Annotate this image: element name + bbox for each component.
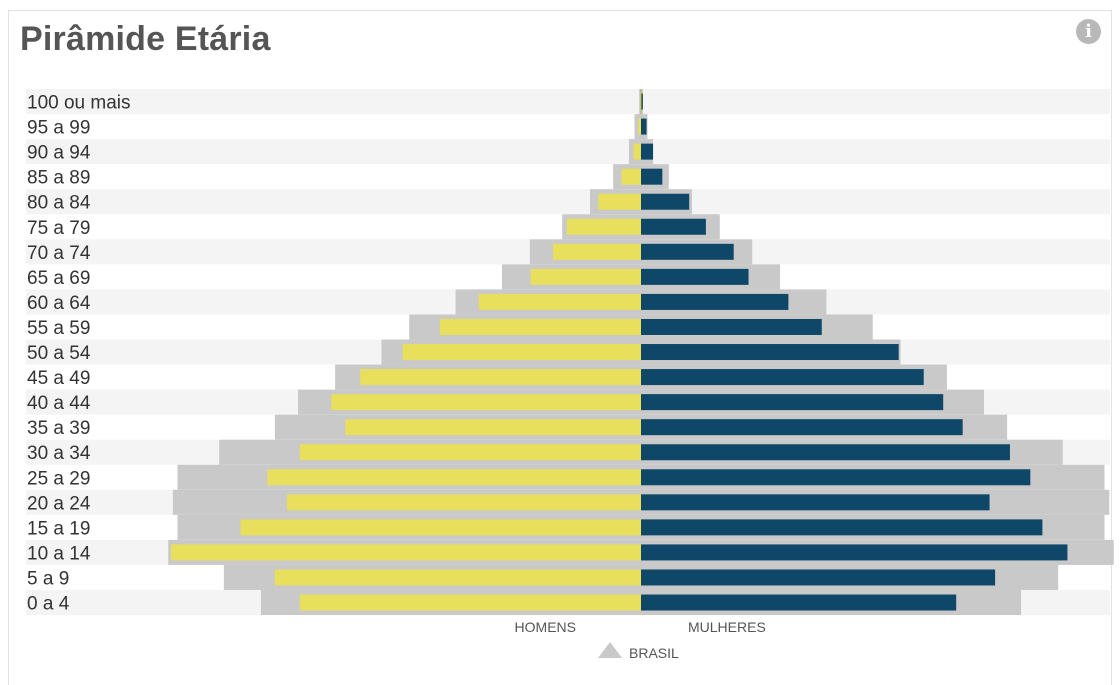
men-bar <box>552 243 641 260</box>
men-bar <box>286 494 641 511</box>
women-bar <box>641 444 1010 461</box>
category-label: 95 a 99 <box>27 118 90 139</box>
women-bar <box>641 118 647 135</box>
women-bar <box>641 419 963 436</box>
category-label: 80 a 84 <box>27 193 91 214</box>
men-bar <box>267 469 641 486</box>
women-bar <box>641 519 1043 536</box>
men-bar <box>621 168 641 185</box>
women-bar <box>641 168 663 185</box>
men-bar <box>240 519 641 536</box>
category-label: 45 a 49 <box>27 368 90 389</box>
row-band <box>26 189 1110 215</box>
category-label: 55 a 59 <box>27 318 90 339</box>
category-label: 90 a 94 <box>27 143 91 164</box>
men-bar <box>299 594 641 611</box>
category-label: 20 a 24 <box>27 493 91 514</box>
category-label: 25 a 29 <box>27 468 90 489</box>
women-bar <box>641 569 996 586</box>
women-bar <box>641 594 957 611</box>
category-label: 40 a 44 <box>27 393 91 414</box>
women-bar <box>641 193 690 210</box>
men-bar <box>530 268 641 285</box>
category-label: 70 a 74 <box>27 243 91 264</box>
category-label: 100 ou mais <box>27 93 131 114</box>
men-bar <box>638 118 641 135</box>
men-bar <box>345 419 641 436</box>
women-bar <box>641 369 924 386</box>
women-bars <box>641 93 1068 611</box>
legend-women-label: MULHERES <box>688 619 766 635</box>
men-bar <box>171 544 642 561</box>
category-label: 75 a 79 <box>27 218 90 239</box>
women-bar <box>641 93 643 110</box>
men-bars <box>171 93 642 611</box>
category-label: 50 a 54 <box>27 343 91 364</box>
men-bar <box>360 369 641 386</box>
legend-brasil-label: BRASIL <box>629 645 679 661</box>
category-label: 0 a 4 <box>27 594 70 615</box>
women-bar <box>641 544 1068 561</box>
legend-men-label: HOMENS <box>515 619 576 635</box>
women-bar <box>641 318 822 335</box>
category-label: 10 a 14 <box>27 543 91 564</box>
category-label: 30 a 34 <box>27 443 91 464</box>
women-bar <box>641 394 944 411</box>
row-band <box>26 89 1110 115</box>
legend: HOMENS MULHERES BRASIL <box>515 619 766 661</box>
info-icon[interactable]: i <box>1076 19 1101 44</box>
category-label: 5 a 9 <box>27 568 69 589</box>
men-bar <box>598 193 641 210</box>
men-bar <box>633 143 641 160</box>
men-bar <box>331 394 641 411</box>
category-label: 85 a 89 <box>27 168 90 189</box>
category-label: 15 a 19 <box>27 518 90 539</box>
women-bar <box>641 218 706 235</box>
women-bar <box>641 143 654 160</box>
row-band <box>26 139 1110 165</box>
women-bar <box>641 243 734 260</box>
men-bar <box>299 444 641 461</box>
page-title: Pirâmide Etária <box>20 20 271 58</box>
men-bar <box>402 344 641 361</box>
men-bar <box>274 569 641 586</box>
women-bar <box>641 344 899 361</box>
category-label: 65 a 69 <box>27 268 90 289</box>
men-bar <box>566 218 641 235</box>
men-bar <box>478 293 641 310</box>
category-label: 35 a 39 <box>27 418 90 439</box>
women-bar <box>641 469 1031 486</box>
category-labels: 100 ou mais 95 a 99 90 a 94 85 a 89 80 a 84 7… <box>27 93 131 615</box>
women-bar <box>641 494 990 511</box>
women-bar <box>641 268 749 285</box>
men-bar <box>439 318 641 335</box>
women-bar <box>641 293 789 310</box>
category-label: 60 a 64 <box>27 293 91 314</box>
legend-brasil-triangle-icon <box>598 642 622 658</box>
